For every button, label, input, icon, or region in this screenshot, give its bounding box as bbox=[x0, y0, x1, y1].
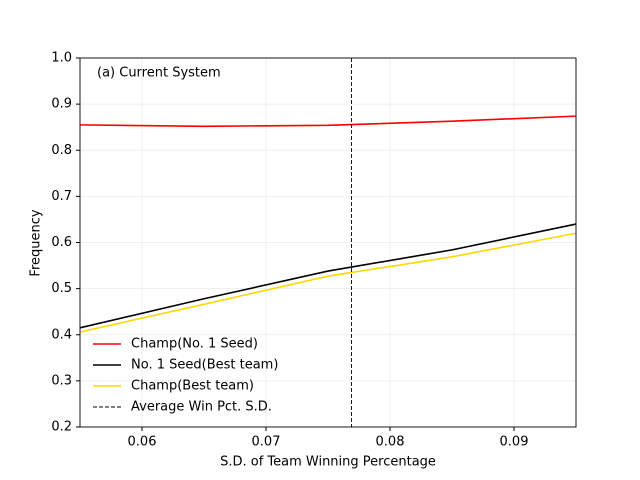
x-axis-label: S.D. of Team Winning Percentage bbox=[220, 455, 436, 470]
y-tick-label: 0.4 bbox=[51, 327, 72, 342]
y-tick-label: 0.3 bbox=[51, 373, 72, 388]
legend-label: Average Win Pct. S.D. bbox=[131, 400, 272, 415]
y-tick-label: 0.9 bbox=[51, 97, 72, 112]
y-tick-label: 0.7 bbox=[51, 189, 72, 204]
legend-label: No. 1 Seed(Best team) bbox=[131, 358, 278, 373]
y-tick-label: 0.5 bbox=[51, 281, 72, 296]
y-tick-label: 1.0 bbox=[51, 51, 72, 66]
x-tick-label: 0.06 bbox=[128, 435, 157, 450]
annotation: (a) Current System bbox=[97, 66, 221, 81]
y-tick-label: 0.6 bbox=[51, 235, 72, 250]
plot-frame bbox=[79, 57, 577, 428]
legend-label: Champ(No. 1 Seed) bbox=[131, 337, 258, 352]
series-line bbox=[79, 223, 577, 329]
series-line bbox=[79, 232, 577, 333]
y-tick-label: 0.8 bbox=[51, 143, 72, 158]
y-tick-label: 0.2 bbox=[51, 420, 72, 435]
series-line bbox=[79, 115, 577, 128]
y-axis-label: Frequency bbox=[29, 209, 44, 276]
x-tick-label: 0.09 bbox=[500, 435, 529, 450]
x-tick-label: 0.07 bbox=[252, 435, 281, 450]
x-tick-label: 0.08 bbox=[376, 435, 405, 450]
legend-label: Champ(Best team) bbox=[131, 379, 254, 394]
